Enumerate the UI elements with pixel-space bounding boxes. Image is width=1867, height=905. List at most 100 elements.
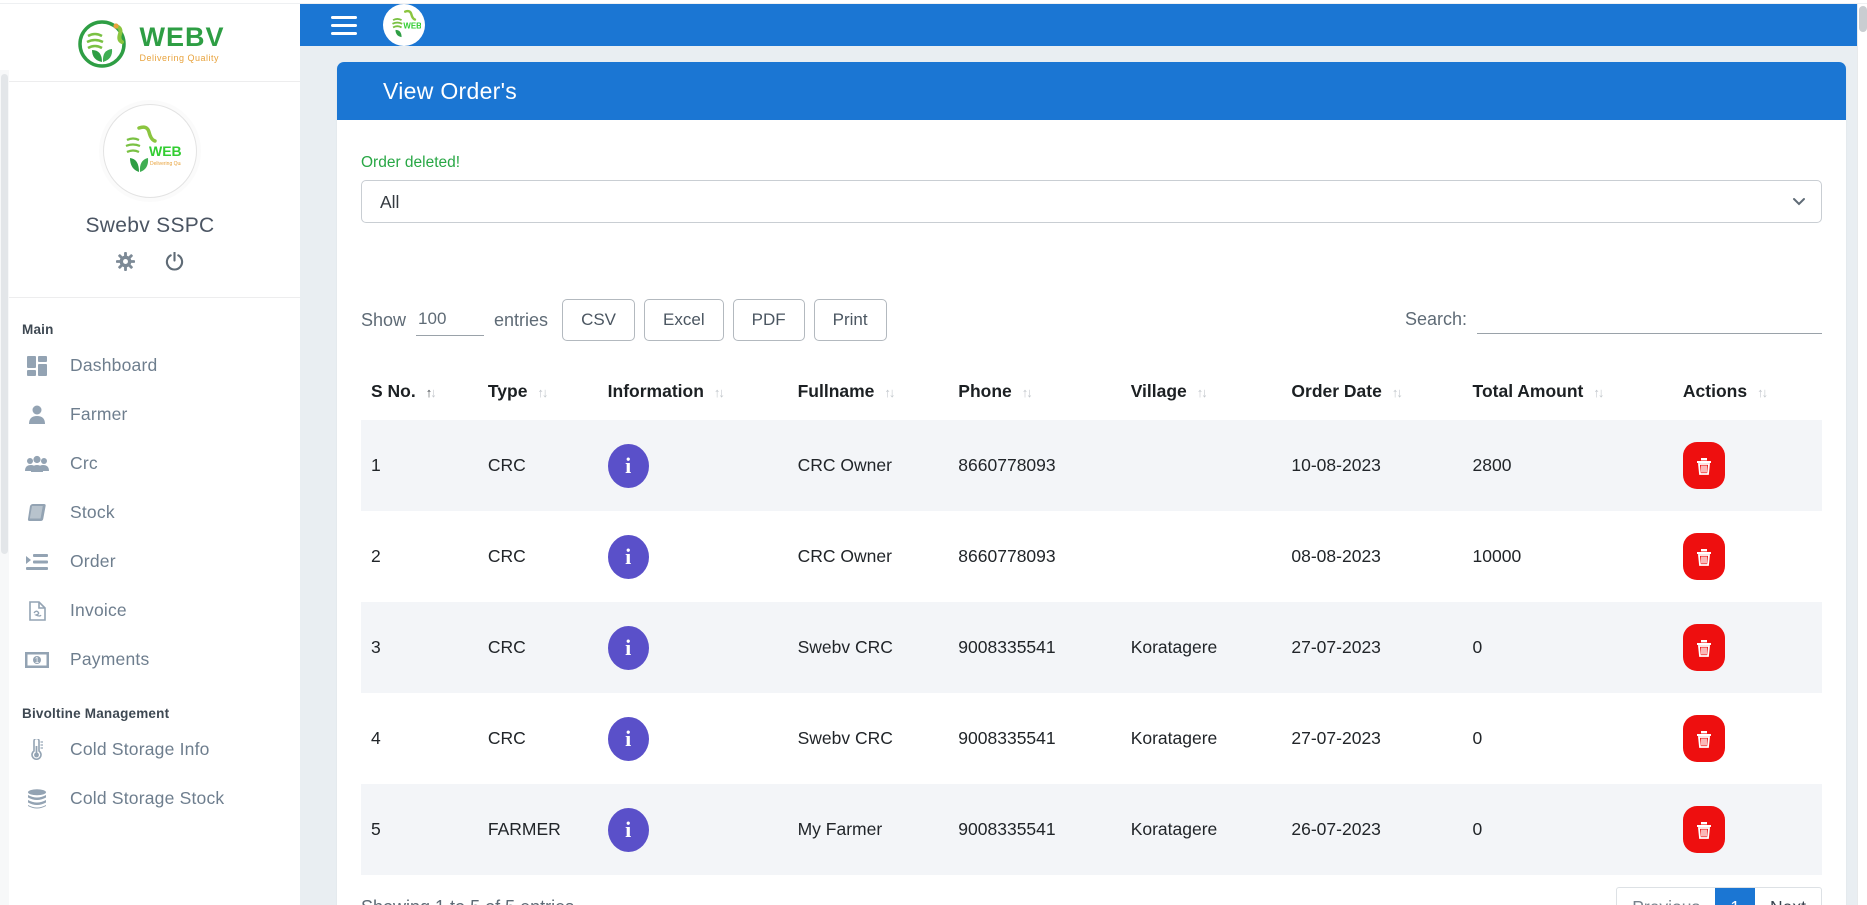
sidebar-item-payments[interactable]: 1 Payments: [0, 635, 300, 684]
cell-village: Koratagere: [1121, 602, 1282, 693]
sidebar-item-crc[interactable]: Crc: [0, 439, 300, 488]
table-header-row: S No.↑↓ Type↑↓ Information↑↓ Fullname↑↓ …: [361, 363, 1822, 420]
delete-button[interactable]: [1683, 442, 1725, 489]
trash-icon: [1696, 548, 1712, 566]
cell-fullname: CRC Owner: [788, 511, 949, 602]
cell-village: Koratagere: [1121, 693, 1282, 784]
info-button[interactable]: i: [608, 717, 649, 761]
column-header-information[interactable]: Information↑↓: [598, 363, 788, 420]
info-button[interactable]: i: [608, 444, 649, 488]
pdf-export-button[interactable]: PDF: [733, 299, 805, 341]
info-button[interactable]: i: [608, 535, 649, 579]
cell-actions: [1673, 511, 1822, 602]
power-logout-icon[interactable]: [165, 252, 184, 271]
sidebar-item-order[interactable]: Order: [0, 537, 300, 586]
column-header-total-amount[interactable]: Total Amount↑↓: [1463, 363, 1673, 420]
cell-sno: 5: [361, 784, 478, 875]
delete-button[interactable]: [1683, 715, 1725, 762]
search-input[interactable]: [1477, 306, 1822, 334]
cell-type: CRC: [478, 602, 598, 693]
column-header-actions[interactable]: Actions↑↓: [1673, 363, 1822, 420]
view-orders-card: View Order's Order deleted! All Show ent…: [337, 62, 1846, 905]
vertical-scrollbar-thumb[interactable]: [1859, 6, 1867, 32]
delete-button[interactable]: [1683, 624, 1725, 671]
sort-icon: ↑↓: [537, 385, 546, 400]
sort-icon: ↑↓: [1392, 385, 1401, 400]
excel-export-button[interactable]: Excel: [644, 299, 724, 341]
previous-page-button[interactable]: Previous: [1617, 888, 1715, 905]
cell-actions: [1673, 420, 1822, 511]
page-length-input[interactable]: [416, 305, 484, 336]
sidebar-scrollbar[interactable]: [0, 70, 9, 905]
money-icon: 1: [24, 652, 50, 668]
cell-information: i: [598, 784, 788, 875]
sidebar-scrollbar-thumb[interactable]: [1, 74, 8, 554]
order-deleted-alert: Order deleted!: [361, 154, 1822, 172]
column-header-order-date[interactable]: Order Date↑↓: [1281, 363, 1462, 420]
cell-total-amount: 0: [1463, 784, 1673, 875]
avatar[interactable]: WEBV Delivering Quality: [103, 104, 197, 198]
sidebar-item-farmer[interactable]: Farmer: [0, 390, 300, 439]
cell-total-amount: 2800: [1463, 420, 1673, 511]
cell-order-date: 27-07-2023: [1281, 602, 1462, 693]
sidebar-item-stock[interactable]: Stock: [0, 488, 300, 537]
cell-order-date: 26-07-2023: [1281, 784, 1462, 875]
cell-fullname: Swebv CRC: [788, 602, 949, 693]
cell-type: CRC: [478, 693, 598, 784]
delete-button[interactable]: [1683, 806, 1725, 853]
info-button[interactable]: i: [608, 626, 649, 670]
cell-phone: 9008335541: [948, 602, 1120, 693]
brand-tagline: Delivering Quality: [140, 54, 225, 63]
farmer-icon: [24, 405, 50, 425]
cell-information: i: [598, 511, 788, 602]
cell-sno: 4: [361, 693, 478, 784]
cell-fullname: Swebv CRC: [788, 693, 949, 784]
sort-icon: ↑↓: [1593, 385, 1602, 400]
svg-text:1: 1: [35, 655, 40, 664]
current-page-button[interactable]: 1: [1715, 888, 1755, 905]
book-icon: [24, 504, 50, 522]
csv-export-button[interactable]: CSV: [562, 299, 635, 341]
table-row: 3 CRC i Swebv CRC 9008335541 Koratagere …: [361, 602, 1822, 693]
trash-icon: [1696, 457, 1712, 475]
sidebar-item-cold-storage-info[interactable]: Cold Storage Info: [0, 725, 300, 774]
column-header-type[interactable]: Type↑↓: [478, 363, 598, 420]
cell-type: FARMER: [478, 784, 598, 875]
cell-phone: 9008335541: [948, 693, 1120, 784]
cell-village: Koratagere: [1121, 784, 1282, 875]
entries-label: entries: [494, 310, 548, 331]
table-body: 1 CRC i CRC Owner 8660778093 10-08-2023 …: [361, 420, 1822, 875]
column-header-phone[interactable]: Phone↑↓: [948, 363, 1120, 420]
cell-phone: 8660778093: [948, 511, 1120, 602]
order-filter-select[interactable]: All: [361, 180, 1822, 223]
table-row: 4 CRC i Swebv CRC 9008335541 Koratagere …: [361, 693, 1822, 784]
brand-name: WEBV: [140, 24, 225, 51]
column-header-village[interactable]: Village↑↓: [1121, 363, 1282, 420]
svg-text:WEBV: WEBV: [149, 143, 181, 159]
sort-icon: ↑↓: [714, 385, 723, 400]
sidebar-item-dashboard[interactable]: Dashboard: [0, 341, 300, 390]
next-page-button[interactable]: Next: [1755, 888, 1821, 905]
orders-table: S No.↑↓ Type↑↓ Information↑↓ Fullname↑↓ …: [361, 363, 1822, 875]
brand-logo-icon: [76, 16, 132, 72]
navbar-logo[interactable]: WEBV: [383, 4, 425, 46]
top-navbar: WEBV: [300, 4, 1867, 46]
svg-text:Delivering Quality: Delivering Quality: [150, 161, 181, 167]
cell-village: [1121, 511, 1282, 602]
sort-icon: ↑↓: [1197, 385, 1206, 400]
menu-toggle-hamburger-icon[interactable]: [331, 11, 357, 40]
sidebar-item-invoice[interactable]: Invoice: [0, 586, 300, 635]
info-button[interactable]: i: [608, 808, 649, 852]
delete-button[interactable]: [1683, 533, 1725, 580]
cell-sno: 2: [361, 511, 478, 602]
print-export-button[interactable]: Print: [814, 299, 887, 341]
settings-gear-icon[interactable]: [116, 252, 135, 271]
users-icon: [24, 455, 50, 473]
trash-icon: [1696, 730, 1712, 748]
column-header-sno[interactable]: S No.↑↓: [361, 363, 478, 420]
page-title: View Order's: [383, 78, 517, 105]
sidebar-item-cold-storage-stock[interactable]: Cold Storage Stock: [0, 774, 300, 823]
vertical-scrollbar[interactable]: [1857, 4, 1867, 905]
column-header-fullname[interactable]: Fullname↑↓: [788, 363, 949, 420]
sort-icon: ↑↓: [1757, 385, 1766, 400]
